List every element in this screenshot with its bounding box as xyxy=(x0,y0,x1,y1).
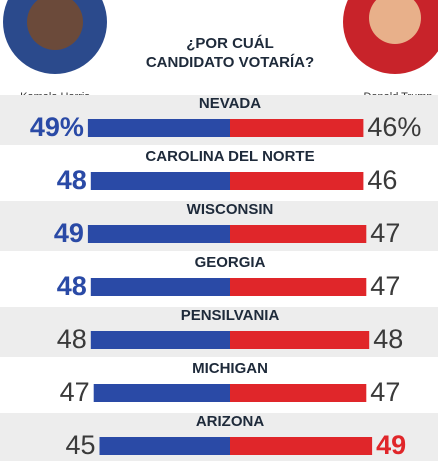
value-label: 47 xyxy=(370,377,400,407)
bar xyxy=(100,437,231,455)
bar xyxy=(91,331,230,349)
value-label: 47 xyxy=(370,218,400,248)
bar xyxy=(230,384,366,402)
bar xyxy=(91,278,230,296)
category-label: PENSILVANIA xyxy=(181,307,280,324)
category-label: GEORGIA xyxy=(195,254,266,271)
chart-title: ¿POR CUÁL xyxy=(186,35,274,52)
bar xyxy=(94,384,230,402)
bar xyxy=(88,119,230,137)
value-label: 46% xyxy=(367,112,421,142)
bar xyxy=(230,437,372,455)
bar xyxy=(230,331,369,349)
value-label: 46 xyxy=(367,165,397,195)
chart: ¿POR CUÁL CANDIDATO VOTARÍA? Kamala Harr… xyxy=(0,0,438,461)
bar xyxy=(230,225,366,243)
value-label: 48 xyxy=(373,324,403,354)
bar xyxy=(230,172,363,190)
value-label: 47 xyxy=(370,271,400,301)
value-label: 49% xyxy=(30,112,84,142)
bar xyxy=(230,278,366,296)
value-label: 48 xyxy=(57,165,87,195)
value-label: 49 xyxy=(54,218,84,248)
value-label: 45 xyxy=(65,430,95,460)
value-label: 47 xyxy=(60,377,90,407)
category-label: MICHIGAN xyxy=(192,360,268,377)
chart-title: CANDIDATO VOTARÍA? xyxy=(146,54,314,71)
bar xyxy=(230,119,363,137)
category-label: NEVADA xyxy=(199,95,261,112)
value-label: 48 xyxy=(57,271,87,301)
category-label: WISCONSIN xyxy=(187,201,274,218)
value-label: 49 xyxy=(376,430,406,460)
bar xyxy=(91,172,230,190)
category-label: CAROLINA DEL NORTE xyxy=(145,148,314,165)
category-label: ARIZONA xyxy=(196,413,264,430)
bar xyxy=(88,225,230,243)
value-label: 48 xyxy=(57,324,87,354)
